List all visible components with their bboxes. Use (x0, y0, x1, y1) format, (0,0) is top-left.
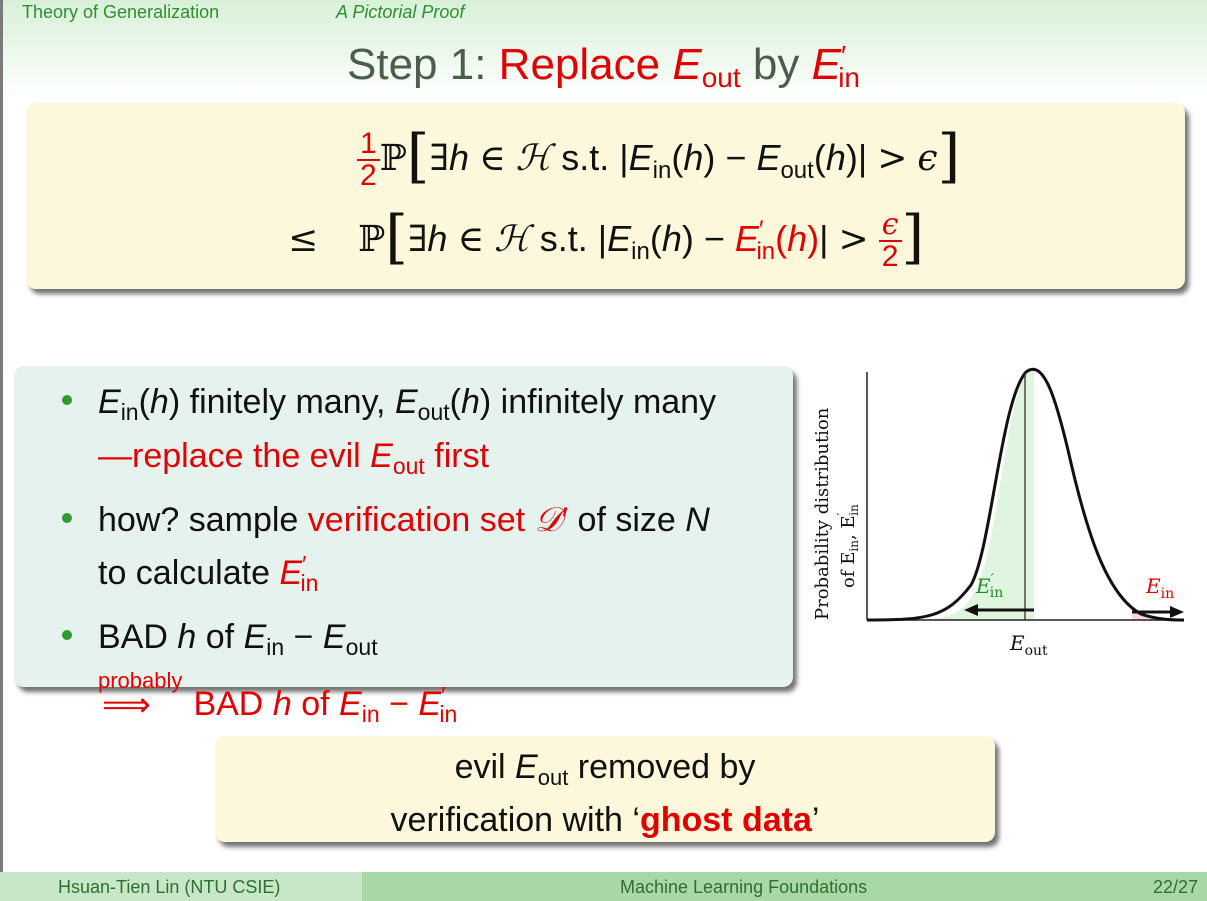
title-ein-prime: E′in (811, 40, 860, 93)
y-axis-label-line-2: of Ein, E′in (835, 504, 861, 588)
footer-course-panel (362, 872, 1207, 901)
conclusion-box (215, 736, 995, 842)
ein-prime-term: E′in(h) (734, 216, 820, 265)
right-arrow-head (1170, 606, 1184, 618)
slide-title: Step 1: Replace Eout by E′in (0, 40, 1207, 94)
footer-author: Hsuan-Tien Lin (NTU CSIE) (58, 877, 281, 897)
bullet-item-1: Ein(h) finitely many, Eout(h) infinitely… (62, 380, 782, 488)
title-step: Step 1: (347, 40, 487, 89)
slide-header: Theory of Generalization A Pictorial Pro… (0, 0, 1207, 26)
title-replace-phrase: Replace Eout (498, 40, 741, 93)
header-section[interactable]: Theory of Generalization (22, 2, 220, 22)
bullet-dot (62, 630, 72, 640)
bullet-item-2: how? sample verification set 𝒟′ of size … (62, 498, 782, 605)
conclusion-line-1: evil Eout removed by (454, 748, 756, 790)
bullet-dot (62, 395, 72, 405)
bullet-list: Ein(h) finitely many, Eout(h) infinitely… (62, 380, 782, 746)
slide-left-edge (0, 0, 3, 901)
inequality-line-2: ≤ ℙ[∃h ∈ ℋ s.t. |Ein(h) − E′in(h)| > ϵ 2] (288, 203, 925, 274)
inequality-box (26, 103, 1185, 289)
footer-course: Machine Learning Foundations (620, 877, 868, 897)
conclusion-line-2: verification with ‘ghost data’ (390, 801, 820, 839)
bullets-box (14, 366, 793, 687)
probably-implies-arrow: probably ⟹ (98, 668, 183, 724)
title-by: by (752, 40, 800, 89)
inequality-line-1: 1 2 ℙ[∃h ∈ ℋ s.t. |Ein(h) − Eout(h)| > ϵ] (357, 122, 960, 191)
distribution-figure: E′ in Ein Eout Probability distribution o… (812, 368, 1185, 659)
bullet-item-3: BAD h of Ein − Eout probably ⟹ BAD h of E… (62, 615, 782, 736)
footer-author-panel (0, 872, 362, 901)
y-axis-label-line-1: Probability distribution (812, 407, 833, 620)
right-tail-shaded-area (1132, 610, 1178, 620)
ein-prime-label: E′ in (975, 572, 1003, 601)
ein-label: Ein (1145, 574, 1174, 602)
conclusion-text: evil Eout removed by verification with ‘… (215, 746, 995, 842)
left-arrow-head (964, 604, 978, 616)
left-tail-shaded-area (906, 372, 1034, 620)
footer-page-number: 22/27 (1153, 877, 1199, 897)
bullet-dot (62, 513, 72, 523)
eout-axis-label: Eout (1009, 631, 1048, 659)
header-subsection[interactable]: A Pictorial Proof (336, 2, 465, 22)
slide-footer: Hsuan-Tien Lin (NTU CSIE) Machine Learni… (0, 872, 1207, 901)
